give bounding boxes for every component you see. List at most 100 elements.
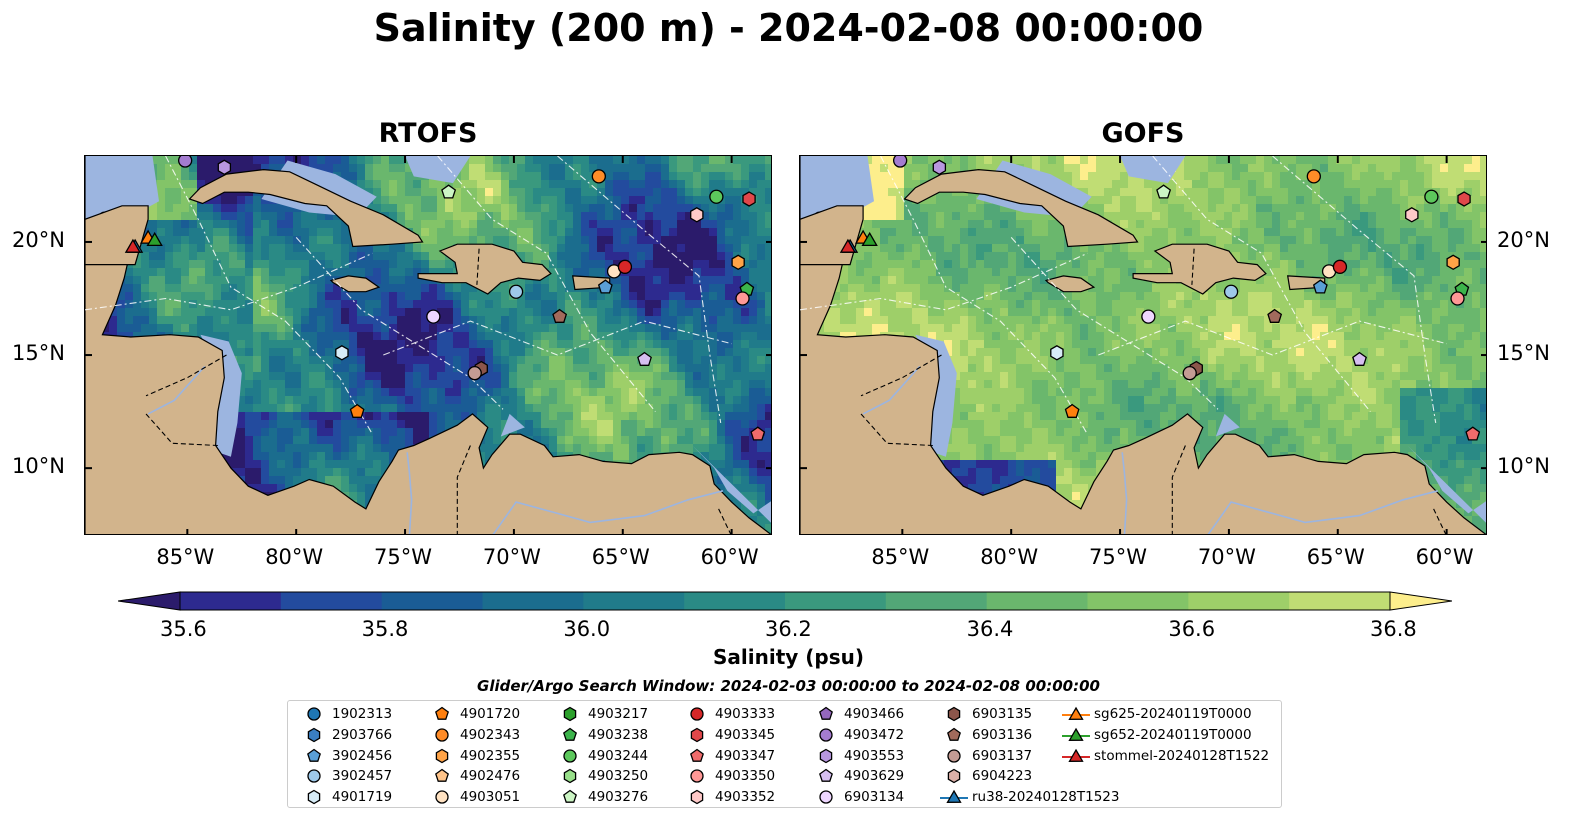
marker-4903352[interactable]: [690, 207, 704, 223]
marker-4903553[interactable]: [217, 159, 232, 176]
colorbar-segment: [1188, 592, 1290, 610]
float-markers: [124, 156, 766, 441]
legend-marker-sg625-20240119T0000[interactable]: [1068, 706, 1084, 720]
legend-marker-6903134[interactable]: [819, 790, 833, 804]
marker-4901720[interactable]: [1064, 403, 1080, 418]
marker-4903276[interactable]: [1156, 184, 1172, 199]
legend-marker-4902343[interactable]: [435, 728, 449, 742]
marker-6903137[interactable]: [467, 365, 482, 381]
legend-marker-4903276[interactable]: [563, 789, 577, 804]
marker-4903553[interactable]: [932, 159, 947, 176]
legend-marker-4902476[interactable]: [435, 769, 449, 783]
legend-marker-4903217[interactable]: [563, 706, 577, 722]
marker-4903345[interactable]: [742, 191, 756, 207]
colorbar-tick-label: 35.8: [361, 617, 409, 641]
marker-4903347[interactable]: [750, 426, 766, 441]
gofs-salinity-map[interactable]: [799, 155, 1487, 535]
marker-4902355[interactable]: [731, 254, 745, 271]
colorbar-segment: [583, 592, 685, 610]
marker-4903244[interactable]: [709, 189, 724, 204]
legend-marker-ru38-20240128T1523[interactable]: [946, 789, 962, 804]
legend-marker-6903137[interactable]: [947, 748, 961, 763]
marker-4903333[interactable]: [617, 259, 633, 274]
legend-marker-3902457[interactable]: [307, 769, 321, 784]
legend-marker-4903051[interactable]: [435, 790, 449, 804]
marker-4901719[interactable]: [1050, 345, 1064, 361]
lon-tick-label: 65°W: [1306, 545, 1365, 569]
marker-4903472[interactable]: [178, 156, 193, 168]
lon-tick-label: 75°W: [374, 545, 433, 569]
legend-marker-stommel-20240128T1522[interactable]: [1068, 748, 1084, 762]
marker-4901720[interactable]: [349, 403, 365, 418]
marker-4903350[interactable]: [735, 291, 750, 306]
lon-tick-label: 85°W: [156, 545, 215, 569]
marker-6903136[interactable]: [1267, 308, 1283, 323]
legend-marker-6903136[interactable]: [947, 727, 961, 741]
marker-4903244[interactable]: [1424, 189, 1439, 204]
marker-6903134[interactable]: [1141, 309, 1156, 324]
marker-3902456[interactable]: [1312, 279, 1328, 294]
legend-marker-4901719[interactable]: [307, 789, 321, 805]
colorbar-segment: [280, 592, 383, 610]
colorbar-segment: [180, 592, 282, 610]
marker-4903629[interactable]: [637, 351, 652, 366]
figure-title: Salinity (200 m) - 2024-02-08 00:00:00: [373, 6, 1204, 50]
lon-tick-label: 70°W: [482, 545, 541, 569]
legend-marker-4903238[interactable]: [563, 727, 577, 741]
legend-marker-4903345[interactable]: [690, 727, 704, 743]
marker-stommel-20240128T1522[interactable]: [839, 238, 857, 253]
lat-tick-label-right: 15°N: [1497, 341, 1550, 366]
legend-marker-4903466[interactable]: [819, 706, 833, 720]
marker-4903629[interactable]: [1352, 351, 1367, 366]
marker-4901719[interactable]: [335, 345, 349, 361]
legend-title: Glider/Argo Search Window: 2024-02-03 00…: [477, 677, 1100, 695]
marker-4902343[interactable]: [1306, 169, 1321, 184]
marker-3902457[interactable]: [508, 284, 524, 299]
marker-4903345[interactable]: [1457, 191, 1471, 207]
marker-sg652-20240119T0000[interactable]: [861, 231, 878, 247]
legend-marker-4903347[interactable]: [690, 748, 704, 762]
legend-marker-4901720[interactable]: [435, 706, 449, 720]
legend-marker-6904223[interactable]: [947, 769, 961, 784]
legend-marker-4903250[interactable]: [563, 769, 577, 784]
marker-4902355[interactable]: [1446, 254, 1460, 271]
marker-stommel-20240128T1522[interactable]: [124, 238, 142, 253]
rtofs-salinity-map[interactable]: [84, 155, 772, 535]
lon-tick-label: 60°W: [700, 545, 759, 569]
legend-marker-4903244[interactable]: [563, 748, 577, 763]
lon-tick-label: 80°W: [980, 545, 1039, 569]
gofs-canvas: [800, 156, 1486, 534]
marker-6903137[interactable]: [1182, 365, 1197, 381]
colorbar-segment: [684, 592, 786, 610]
legend-marker-4903333[interactable]: [690, 707, 704, 721]
legend-marker-4903350[interactable]: [690, 769, 704, 784]
marker-3902456[interactable]: [597, 279, 613, 294]
marker-4903276[interactable]: [441, 184, 457, 199]
lat-tick-label-left: 15°N: [12, 341, 65, 366]
legend-marker-1902313[interactable]: [307, 707, 321, 721]
legend-marker-3902456[interactable]: [307, 748, 321, 762]
marker-4902343[interactable]: [591, 169, 606, 184]
marker-6903136[interactable]: [552, 308, 568, 323]
marker-4903333[interactable]: [1332, 259, 1348, 274]
marker-4903472[interactable]: [893, 156, 908, 168]
legend-marker-sg652-20240119T0000[interactable]: [1068, 727, 1084, 741]
legend-marker-6903135[interactable]: [947, 706, 961, 722]
marker-3902457[interactable]: [1223, 284, 1239, 299]
legend-marker-4903352[interactable]: [690, 789, 704, 805]
marker-4903350[interactable]: [1450, 291, 1465, 306]
colorbar-tick-label: 36.8: [1370, 617, 1417, 641]
legend-marker-4903472[interactable]: [819, 728, 833, 742]
marker-6903134[interactable]: [426, 309, 441, 324]
legend: 1902313 2903766 3902456 3902457 4901719 49017…: [287, 700, 1282, 808]
marker-4903347[interactable]: [1465, 426, 1481, 441]
legend-marker-4902355[interactable]: [435, 748, 449, 763]
lat-tick-label-right: 20°N: [1497, 227, 1550, 252]
marker-4903352[interactable]: [1405, 207, 1419, 223]
lon-tick-label: 60°W: [1415, 545, 1474, 569]
legend-marker-4903629[interactable]: [819, 769, 833, 783]
marker-sg652-20240119T0000[interactable]: [146, 231, 163, 247]
legend-marker-4903553[interactable]: [819, 748, 833, 763]
colorbar-tick-label: 36.4: [966, 617, 1014, 641]
legend-marker-2903766[interactable]: [307, 727, 321, 743]
